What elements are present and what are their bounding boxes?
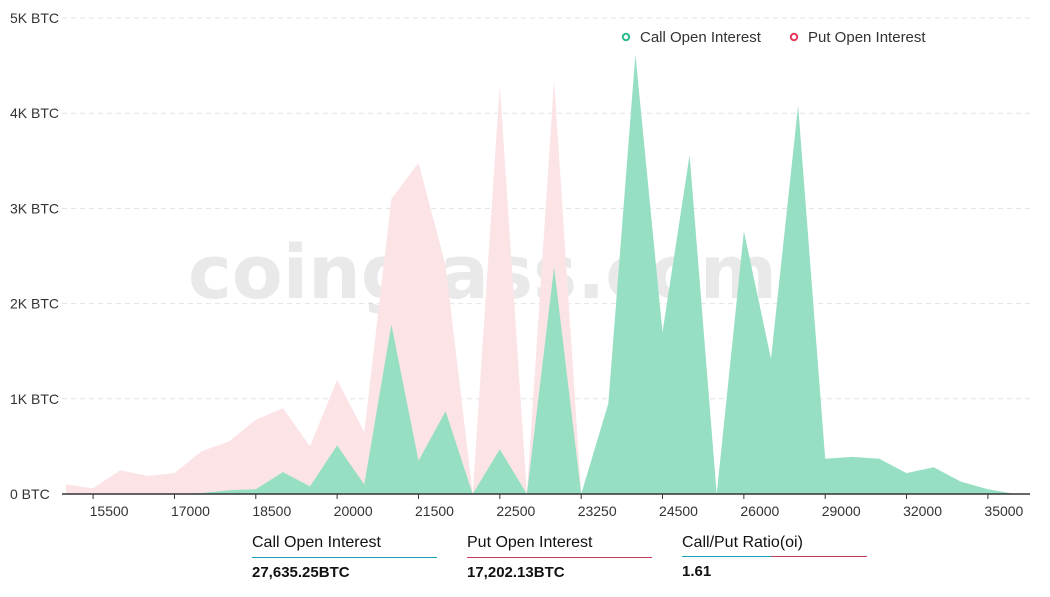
area-put-open-interest xyxy=(66,79,1015,495)
x-tick-label: 26000 xyxy=(740,503,779,519)
x-tick-label: 22500 xyxy=(496,503,535,519)
y-tick-label: 0 BTC xyxy=(10,486,50,502)
y-tick-label: 4K BTC xyxy=(10,105,59,121)
x-tick-label: 35000 xyxy=(984,503,1023,519)
legend-marker-icon xyxy=(621,32,631,42)
x-tick-label: 29000 xyxy=(822,503,861,519)
x-tick-label: 24500 xyxy=(659,503,698,519)
call-oi-value: 27,635.25BTC xyxy=(252,564,350,581)
y-tick-label: 2K BTC xyxy=(10,296,59,312)
call-put-ratio-value: 1.61 xyxy=(682,563,712,580)
x-tick-label: 18500 xyxy=(252,503,291,519)
legend-marker-icon xyxy=(789,32,799,42)
call-put-ratio-label: Call/Put Ratio(oi) xyxy=(682,534,867,557)
x-tick-label: 32000 xyxy=(903,503,942,519)
stat-call-put-ratio: Call/Put Ratio(oi) 1.61 xyxy=(682,534,867,581)
series-areas xyxy=(66,54,1015,495)
x-tick-label: 15500 xyxy=(90,503,129,519)
axes: 0 BTC 1K BTC 2K BTC 3K BTC 4K BTC 5K BTC 15500… xyxy=(10,10,1030,519)
chart-legend[interactable]: Call Open Interest Put Open Interest xyxy=(621,29,927,46)
y-tick-label: 5K BTC xyxy=(10,10,59,26)
x-tick-label: 20000 xyxy=(334,503,373,519)
call-oi-label: Call Open Interest xyxy=(252,534,437,558)
x-tick-label: 17000 xyxy=(171,503,210,519)
open-interest-stats: Call Open Interest 27,635.25BTC Put Open… xyxy=(252,534,897,581)
legend-item-call-open-interest[interactable]: Call Open Interest xyxy=(621,29,762,46)
put-oi-label: Put Open Interest xyxy=(467,534,652,558)
put-oi-value: 17,202.13BTC xyxy=(467,564,565,581)
stat-call-open-interest: Call Open Interest 27,635.25BTC xyxy=(252,534,437,581)
open-interest-chart: coinglass.com 0 BTC 1K BTC 2K BTC 3K BTC 4K … xyxy=(10,10,1030,519)
x-tick-label: 23250 xyxy=(578,503,617,519)
stat-put-open-interest: Put Open Interest 17,202.13BTC xyxy=(467,534,652,581)
legend-label: Put Open Interest xyxy=(808,29,926,46)
legend-item-put-open-interest[interactable]: Put Open Interest xyxy=(789,29,927,46)
y-tick-label: 3K BTC xyxy=(10,200,59,216)
area-call-open-interest xyxy=(66,54,1015,494)
y-tick-label: 1K BTC xyxy=(10,391,59,407)
x-tick-label: 21500 xyxy=(415,503,454,519)
legend-label: Call Open Interest xyxy=(640,29,762,46)
